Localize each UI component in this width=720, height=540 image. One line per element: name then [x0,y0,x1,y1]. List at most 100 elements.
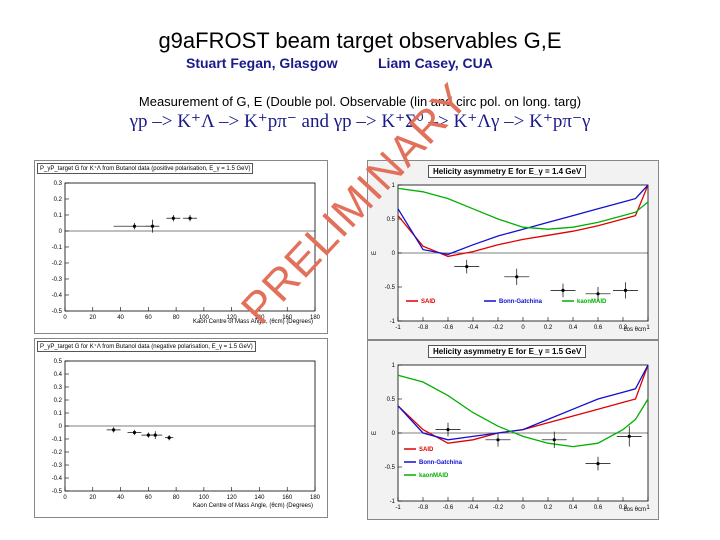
x-tick-label: -0.2 [493,325,504,331]
data-point [496,438,500,442]
y-tick-label: -0.5 [52,489,63,495]
y-tick-label: 0.5 [54,359,63,365]
x-tick-label: 20 [89,315,96,321]
reaction-chain: γp –> K⁺Λ –> K⁺pπ⁻ and γp –> K⁺Σ⁰ –> K⁺Λ… [129,111,591,132]
y-tick-label: 0 [392,251,396,257]
x-tick-label: -0.8 [418,325,429,331]
x-axis-label: Kaon Centre of Mass Angle, (θcm) (Degree… [193,319,313,325]
legend-label: Bonn-Gatchina [419,460,463,466]
g-negative-plot: 0.50.40.30.20.10-0.1-0.2-0.3-0.4-0.50 20 4… [52,359,321,509]
y-tick-label: 0.4 [54,372,63,378]
data-point [596,292,600,296]
x-tick-label: 0 [63,315,67,321]
x-tick-label: 120 [227,315,238,321]
series-line-said [397,184,649,258]
data-point [561,288,565,292]
data-point [132,430,137,435]
data-point [167,436,171,440]
author-casey: Liam Casey, CUA [378,55,493,71]
legend-label: SAID [419,447,434,453]
legend-label: kaonMAID [577,299,607,305]
x-tick-label: 1 [646,325,650,331]
e-1-4gev-panel: 1 0.5 0 -0.5 -1 -1 -0.8 -0.6 -0.4 -0.2 0 0.2 0.4 0.6 0… [367,160,659,340]
x-tick-label: 0.8 [619,505,628,511]
y-tick-label: -0.1 [52,437,63,443]
e-1-5gev-plot: 1 0.5 0 -0.5 -1-1 -0.8 -0.6 -0.4 -0.2 0 0.2 0.4 0.6 0… [372,363,650,513]
y-tick-label: -1 [390,319,396,325]
x-tick-label: 80 [173,495,180,501]
series-line-bonn-gatchina [397,184,649,256]
x-tick-label: -0.4 [468,505,479,511]
y-tick-label: -0.5 [385,285,396,291]
data-point [153,433,157,437]
data-point [112,428,116,432]
data-point [623,288,628,292]
data-point [596,462,600,466]
y-axis-label: E [372,431,378,435]
y-tick-label: 0.1 [54,411,63,417]
y-tick-label: 1 [392,183,396,189]
e-1-4gev-title: Helicity asymmetry E for E_γ = 1.4 GeV [428,165,587,178]
series-line-kaonmaid [397,187,649,230]
y-tick-label: -0.2 [52,261,63,267]
y-tick-label: 0 [59,229,63,235]
x-axis-label: cos θcm [624,327,646,333]
data-point [627,434,631,438]
x-tick-label: 60 [145,315,152,321]
x-tick-label: 0.4 [569,325,578,331]
x-tick-label: 0 [521,505,525,511]
x-tick-label: 180 [310,495,321,501]
g-positive-panel: 0.3 0.2 0.1 0 -0.1 -0.2 -0.3 -0.4 -0.5 0 20 40 60 80 1… [34,160,328,334]
y-tick-label: 0.5 [387,217,396,223]
x-tick-label: -0.6 [443,505,454,511]
legend-label: SAID [421,299,436,305]
x-tick-label: 100 [199,495,210,501]
x-tick-label: -1 [395,325,401,331]
x-tick-label: -0.4 [468,325,479,331]
slide-title: g9aFROST beam target observables G,E [158,28,562,53]
data-point [465,265,469,269]
x-tick-label: 0.8 [619,325,628,331]
x-tick-label: 0.4 [569,505,578,511]
x-tick-label: -0.6 [443,325,454,331]
y-tick-label: 0.2 [54,197,63,203]
data-point [188,216,192,220]
data-point [171,216,175,220]
author-fegan: Stuart Fegan, Glasgow [186,55,338,71]
y-tick-label: 0 [59,424,63,430]
data-point [515,275,519,279]
y-tick-label: -0.5 [52,309,63,315]
legend-label: Bonn-Gatchina [499,299,543,305]
x-tick-label: 140 [254,495,265,501]
x-tick-label: 140 [254,315,265,321]
e-1-5gev-title: Helicity asymmetry E for E_γ = 1.5 GeV [428,345,587,358]
x-tick-label: -0.8 [418,505,429,511]
y-tick-label: 0.1 [54,213,63,219]
x-tick-label: -1 [395,505,401,511]
x-tick-label: 0.6 [594,325,603,331]
data-point [446,428,450,432]
x-tick-label: 120 [227,495,238,501]
x-tick-label: 100 [199,315,210,321]
y-tick-label: 0.5 [387,397,396,403]
g-positive-title: P_γP_target G for K⁺Λ from Butanol data … [37,163,254,174]
series-line-bonn-gatchina [397,364,649,441]
x-tick-label: 60 [145,495,152,501]
x-tick-label: 40 [117,315,124,321]
x-tick-label: 160 [282,495,293,501]
y-tick-label: -1 [390,499,396,505]
x-tick-label: 80 [173,315,180,321]
y-tick-label: -0.1 [52,245,63,251]
x-axis-label: cos θcm [624,507,646,513]
y-tick-label: -0.3 [52,463,63,469]
series-line-kaonmaid [397,374,649,448]
data-point [150,224,155,228]
y-tick-label: -0.3 [52,277,63,283]
x-tick-label: 160 [282,315,293,321]
g-positive-plot: 0.30.20.10-0.1-0.2-0.3-0.4-0.50 20 40 60 80 1… [52,181,321,325]
y-tick-label: 1 [392,363,396,369]
x-tick-label: 40 [117,495,124,501]
y-tick-label: 0.2 [54,398,63,404]
y-tick-label: 0 [392,431,396,437]
plot-frame [64,182,316,312]
